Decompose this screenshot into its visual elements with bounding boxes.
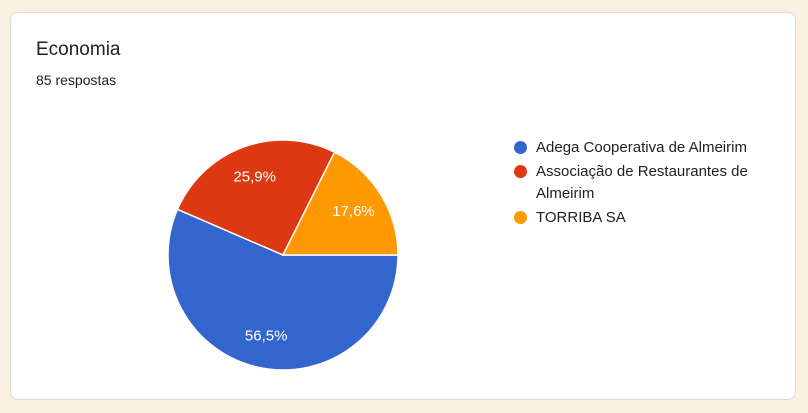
legend-color-dot xyxy=(514,141,527,154)
results-card: Economia 85 respostas 56,5% 25,9% 17,6% Ad… xyxy=(10,12,796,400)
legend-label: Associação de Restaurantes de Almeirim xyxy=(536,163,748,202)
question-title: Economia xyxy=(36,39,121,60)
chart-legend: Adega Cooperativa de Almeirim Associação … xyxy=(514,137,764,231)
legend-item: TORRIBA SA xyxy=(514,207,764,229)
pie-slice xyxy=(167,208,399,371)
pie-slice-label: 17,6% xyxy=(332,203,375,220)
pie-chart: 56,5% 25,9% 17,6% xyxy=(167,139,399,371)
pie-slice-label: 56,5% xyxy=(245,328,288,345)
legend-color-dot xyxy=(514,165,527,178)
legend-color-dot xyxy=(514,211,527,224)
legend-label: Adega Cooperativa de Almeirim xyxy=(536,139,747,156)
response-count: 85 respostas xyxy=(36,72,117,88)
legend-item: Adega Cooperativa de Almeirim xyxy=(514,137,764,159)
pie-slice-label: 25,9% xyxy=(233,169,276,186)
legend-label: TORRIBA SA xyxy=(536,209,626,226)
pie-slice xyxy=(282,151,399,256)
legend-item: Associação de Restaurantes de Almeirim xyxy=(514,161,764,205)
pie-slice xyxy=(176,139,336,256)
